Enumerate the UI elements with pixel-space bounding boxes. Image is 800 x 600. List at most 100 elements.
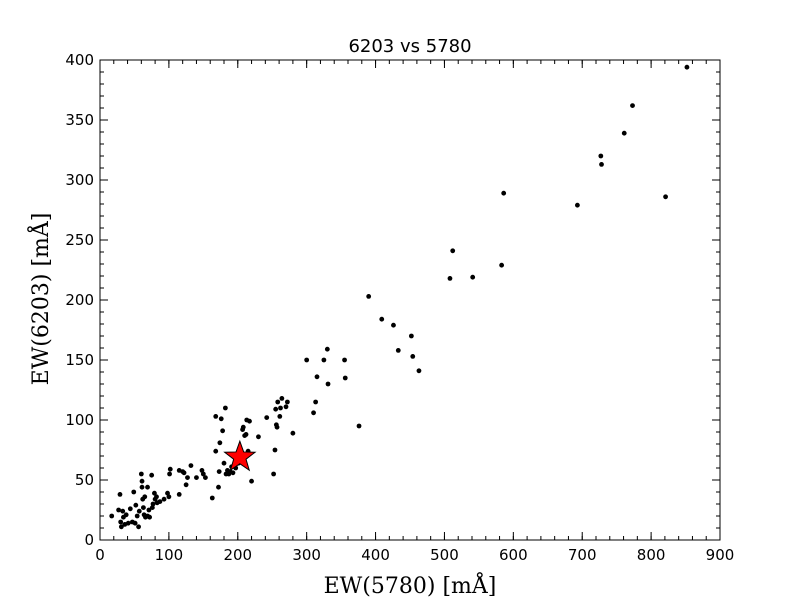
scatter-point	[161, 496, 167, 502]
scatter-point	[209, 495, 215, 501]
scatter-point	[284, 399, 290, 405]
scatter-point	[222, 405, 228, 411]
scatter-point	[470, 274, 476, 280]
scatter-point	[311, 410, 316, 416]
scatter-point	[149, 472, 155, 478]
scatter-point	[183, 482, 189, 488]
scatter-point	[313, 399, 319, 405]
scatter-point	[152, 490, 157, 496]
scatter-point	[395, 348, 401, 353]
scatter-point	[109, 513, 115, 519]
scatter-point	[118, 524, 124, 530]
scatter-point	[575, 202, 580, 208]
scatter-point	[272, 447, 278, 453]
scatter-point	[149, 505, 155, 510]
scatter-point	[139, 484, 145, 490]
scatter-point	[220, 428, 226, 434]
scatter-point	[133, 502, 139, 508]
scatter-point	[218, 416, 224, 422]
x-tick-label: 800	[637, 546, 666, 564]
scatter-point	[134, 513, 140, 519]
scatter-point	[240, 424, 246, 430]
scatter-point	[213, 448, 219, 454]
scatter-point	[277, 414, 283, 419]
scatter-point	[273, 406, 279, 412]
scatter-point	[356, 423, 362, 429]
y-tick-label: 150	[65, 351, 94, 369]
scatter-point	[176, 492, 182, 497]
scatter-point	[501, 190, 507, 196]
scatter-point	[230, 470, 236, 476]
scatter-point	[157, 499, 163, 504]
scatter-point	[408, 333, 414, 339]
scatter-point	[342, 357, 347, 363]
scatter-point	[145, 484, 150, 490]
scatter-point	[139, 478, 145, 484]
scatter-point	[141, 505, 146, 510]
scatter-point	[127, 506, 133, 512]
scatter-point	[150, 501, 156, 507]
scatter-point	[154, 494, 159, 500]
scatter-point	[342, 375, 348, 381]
scatter-point	[136, 508, 142, 514]
scatter-point	[621, 130, 627, 136]
scatter-point	[146, 507, 152, 513]
x-tick-label: 0	[95, 546, 105, 564]
scatter-point	[391, 322, 396, 328]
x-tick-label: 300	[292, 546, 321, 564]
scatter-point	[165, 490, 170, 496]
scatter-point	[290, 430, 296, 436]
y-tick-label: 400	[65, 51, 94, 69]
scatter-point	[118, 519, 124, 525]
scatter-point	[247, 418, 252, 424]
y-tick-label: 50	[75, 471, 94, 489]
scatter-point	[243, 432, 249, 437]
scatter-point	[278, 405, 283, 411]
scatter-point	[271, 471, 276, 477]
scatter-point	[325, 381, 331, 387]
scatter-point	[274, 424, 280, 430]
scatter-point	[304, 357, 310, 363]
scatter-point	[116, 507, 121, 513]
scatter-point	[147, 514, 153, 520]
scatter-point	[275, 399, 281, 405]
scatter-point	[199, 468, 205, 473]
scatter-point	[379, 316, 385, 322]
y-tick-label: 200	[65, 291, 94, 309]
scatter-point	[630, 103, 635, 108]
scatter-point	[167, 471, 172, 477]
scatter-point	[132, 520, 138, 526]
scatter-point	[410, 354, 416, 359]
y-tick-label: 250	[65, 231, 94, 249]
x-axis-label: EW(5780) [mÅ]	[324, 571, 497, 599]
scatter-point	[125, 520, 131, 526]
x-tick-label: 100	[155, 546, 184, 564]
y-axis-label: EW(6203) [mÅ]	[26, 213, 54, 386]
axis-ticks: 0 100 200 300 400 500 600 700 800 900 0 50 100 150 200…	[65, 51, 734, 564]
scatter-point	[200, 471, 206, 477]
scatter-point	[283, 404, 289, 410]
x-tick-label: 200	[223, 546, 252, 564]
scatter-point	[213, 414, 219, 419]
scatter-point	[416, 368, 422, 374]
y-tick-label: 0	[84, 531, 94, 549]
scatter-point	[249, 478, 254, 484]
scatter-point	[203, 475, 208, 480]
x-tick-label: 400	[361, 546, 390, 564]
scatter-point	[684, 64, 690, 70]
scatter-point	[131, 489, 137, 495]
x-tick-label: 600	[499, 546, 528, 564]
scatter-point	[216, 484, 221, 490]
scatter-point	[142, 494, 148, 500]
scatter-point	[188, 463, 194, 468]
scatter-point	[366, 294, 372, 299]
x-tick-label: 500	[430, 546, 459, 564]
scatter-point	[663, 194, 668, 200]
scatter-point	[314, 374, 320, 380]
x-tick-label: 700	[568, 546, 597, 564]
scatter-point	[321, 357, 327, 363]
scatter-point	[181, 470, 187, 476]
scatter-point	[256, 434, 261, 440]
plot-frame	[99, 59, 721, 541]
